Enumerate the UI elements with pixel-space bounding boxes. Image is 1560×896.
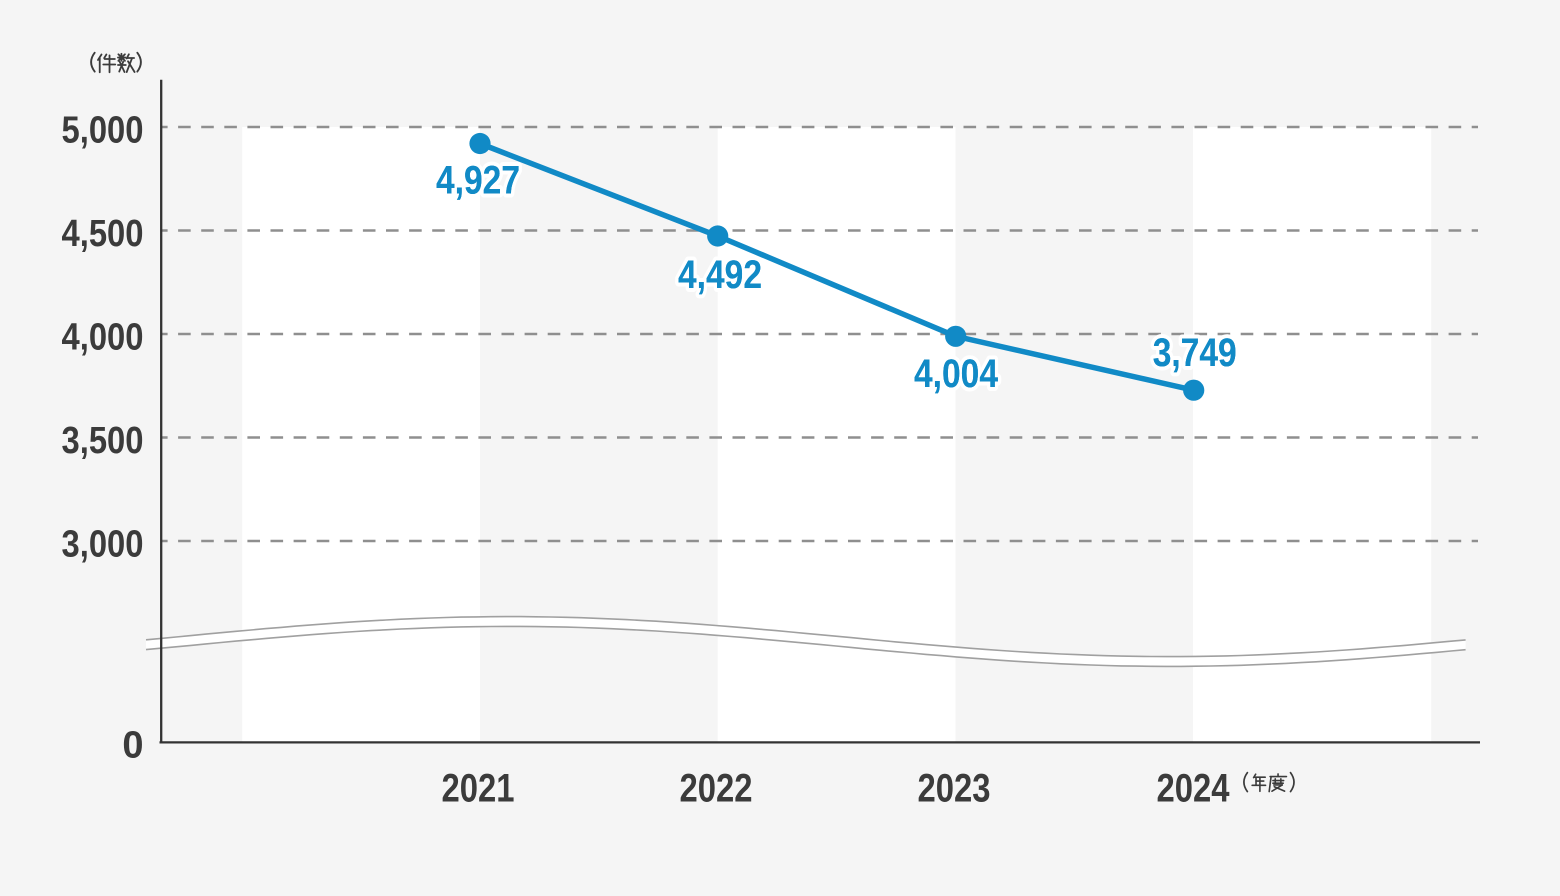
svg-text:3,500: 3,500 (62, 420, 144, 462)
svg-text:5,000: 5,000 (62, 109, 144, 151)
svg-text:4,492: 4,492 (678, 253, 762, 297)
svg-text:0: 0 (122, 725, 143, 767)
svg-text:2023: 2023 (918, 766, 991, 810)
svg-text:4,004: 4,004 (914, 352, 999, 396)
svg-text:4,500: 4,500 (62, 213, 144, 255)
svg-text:3,749: 3,749 (1153, 331, 1237, 375)
svg-text:4,000: 4,000 (62, 316, 144, 358)
svg-text:2022: 2022 (680, 766, 753, 810)
svg-text:2021: 2021 (442, 766, 515, 810)
svg-text:2024: 2024 (1157, 766, 1231, 810)
svg-text:4,927: 4,927 (436, 159, 520, 203)
svg-text:3,749: 3,749 (1153, 331, 1237, 375)
svg-text:4,927: 4,927 (436, 159, 520, 203)
svg-text:4,492: 4,492 (678, 253, 762, 297)
svg-text:3,000: 3,000 (62, 523, 144, 565)
svg-text:4,004: 4,004 (914, 352, 999, 396)
